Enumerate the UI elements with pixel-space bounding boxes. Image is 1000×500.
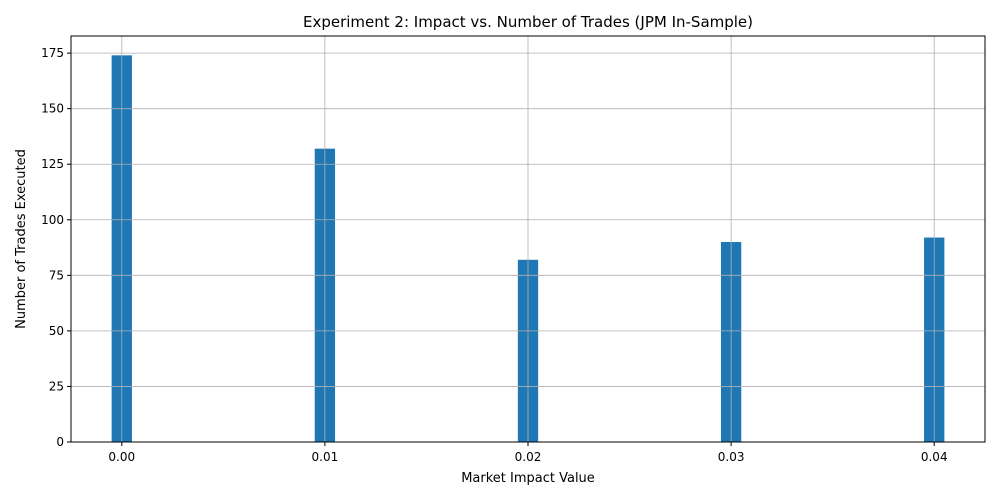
y-tick-label: 25: [49, 379, 64, 393]
y-ticks: 0 25 50 75 100 125 150 175: [41, 46, 71, 449]
x-ticks: 0.00 0.01 0.02 0.03 0.04: [108, 442, 948, 464]
x-axis-label: Market Impact Value: [461, 471, 595, 486]
x-tick-label: 0.04: [921, 450, 948, 464]
y-tick-label: 150: [41, 102, 64, 116]
y-tick-label: 125: [41, 157, 64, 171]
x-tick-label: 0.02: [515, 450, 542, 464]
x-tick-label: 0.01: [312, 450, 339, 464]
y-axis-label: Number of Trades Executed: [14, 149, 29, 329]
x-tick-label: 0.03: [718, 450, 745, 464]
y-tick-label: 100: [41, 213, 64, 227]
y-tick-label: 0: [56, 435, 64, 449]
grid: [71, 36, 985, 443]
x-tick-label: 0.00: [108, 450, 135, 464]
chart-title: Experiment 2: Impact vs. Number of Trade…: [303, 13, 753, 31]
y-tick-label: 175: [41, 46, 64, 60]
y-tick-label: 75: [49, 268, 64, 282]
y-tick-label: 50: [49, 324, 64, 338]
